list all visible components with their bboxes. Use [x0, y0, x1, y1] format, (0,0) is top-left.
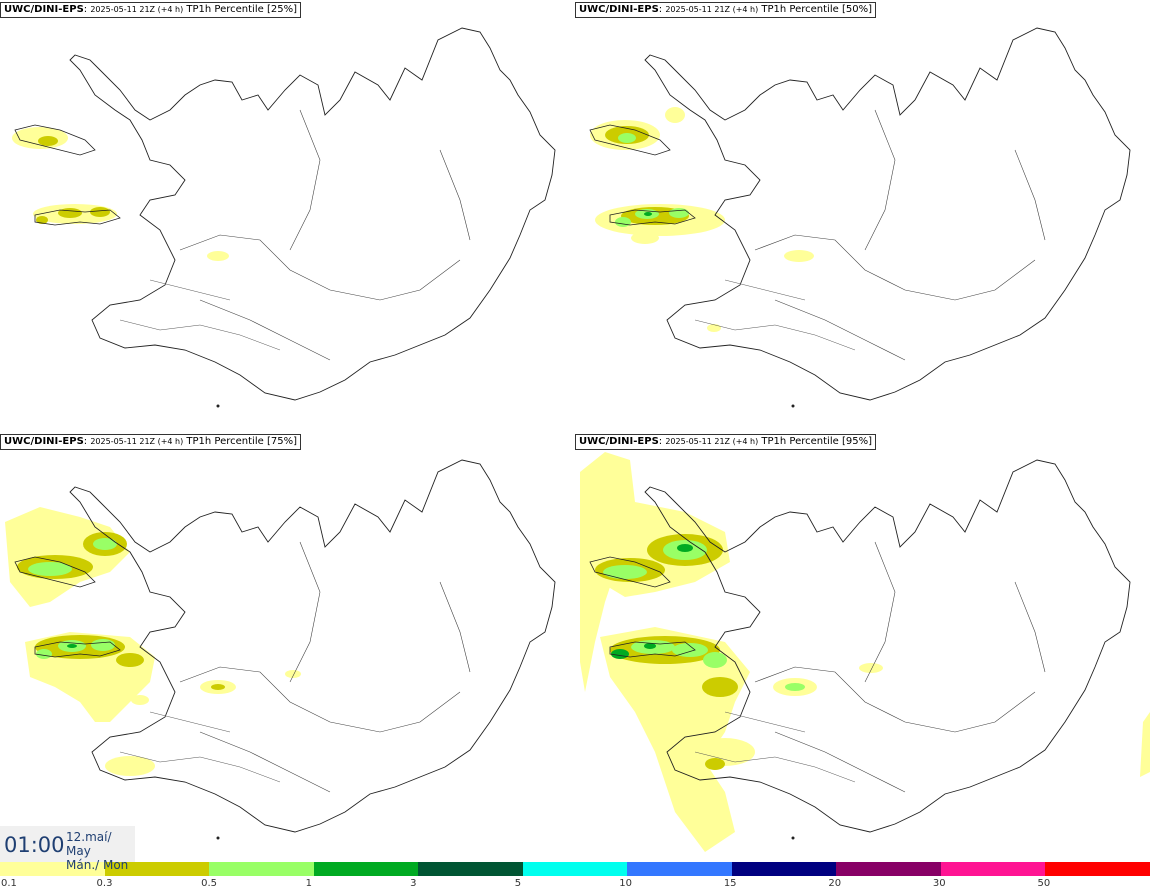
map-panel-p50: UWC/DINI-EPS: 2025-05-11 21Z (+4 h) TP1h… — [575, 0, 1150, 430]
field-name: TP1h Percentile [75%] — [186, 436, 297, 447]
model-source: UWC/DINI-EPS — [4, 4, 84, 15]
map-panel-p25: UWC/DINI-EPS: 2025-05-11 21Z (+4 h) TP1h… — [0, 0, 575, 430]
panel-title: UWC/DINI-EPS: 2025-05-11 21Z (+4 h) TP1h… — [0, 434, 301, 450]
run-time: 2025-05-11 21Z (+4 h) — [90, 437, 184, 446]
legend-swatch — [313, 862, 419, 876]
map-panel-p75: UWC/DINI-EPS: 2025-05-11 21Z (+4 h) TP1h… — [0, 432, 575, 862]
legend-swatch — [0, 862, 105, 876]
model-source: UWC/DINI-EPS — [579, 4, 659, 15]
legend-tick-label: 5 — [514, 878, 522, 889]
legend-swatch — [104, 862, 210, 876]
legend-swatch — [627, 862, 733, 876]
precip-overlay — [5, 507, 301, 776]
legend-tick-label: 30 — [932, 878, 946, 889]
legend-swatch — [522, 862, 628, 876]
field-name: TP1h Percentile [25%] — [186, 4, 297, 15]
valid-date-line: 12.maí/ May — [66, 830, 112, 858]
precip-overlay — [590, 107, 814, 332]
legend-tick-label: 10 — [619, 878, 632, 889]
legend-swatch — [836, 862, 942, 876]
model-source: UWC/DINI-EPS — [4, 436, 84, 447]
color-legend: 0.1 0.3 0.5 1 3 5 10 15 20 30 50 — [0, 862, 1150, 891]
legend-tick-label: 3 — [410, 878, 417, 889]
model-source: UWC/DINI-EPS — [579, 436, 659, 447]
panel-title: UWC/DINI-EPS: 2025-05-11 21Z (+4 h) TP1h… — [575, 2, 876, 18]
run-time: 2025-05-11 21Z (+4 h) — [665, 437, 759, 446]
precip-map — [12, 27, 556, 408]
panel-title: UWC/DINI-EPS: 2025-05-11 21Z (+4 h) TP1h… — [575, 434, 876, 450]
valid-time-box: 01:00 12.maí/ May Mán./ Mon — [0, 826, 135, 872]
field-name: TP1h Percentile [50%] — [761, 4, 872, 15]
panel-title: UWC/DINI-EPS: 2025-05-11 21Z (+4 h) TP1h… — [0, 2, 301, 18]
legend-tick-label: 15 — [723, 878, 737, 889]
legend-tick-label: 0.1 — [1, 878, 17, 889]
legend-tick-label: 1 — [305, 878, 312, 889]
legend-swatch — [731, 862, 837, 876]
legend-tick-label: 0.5 — [201, 878, 217, 889]
legend-swatch — [940, 862, 1046, 876]
precip-overlay — [580, 452, 1150, 852]
valid-day-line: Mán./ Mon — [66, 858, 129, 872]
precip-map — [580, 452, 1150, 852]
valid-time-clock: 01:00 — [4, 833, 65, 857]
precip-map — [5, 459, 556, 840]
precip-map — [589, 27, 1131, 408]
valid-date: 12.maí/ May Mán./ Mon — [66, 830, 135, 872]
field-name: TP1h Percentile [95%] — [761, 436, 872, 447]
legend-swatch — [1045, 862, 1150, 876]
legend-tick-label: 20 — [828, 878, 842, 889]
legend-tick-label: 50 — [1037, 878, 1051, 889]
run-time: 2025-05-11 21Z (+4 h) — [665, 5, 759, 14]
precip-overlay — [12, 127, 229, 261]
legend-tick-label: 0.3 — [96, 878, 113, 889]
legend-swatch — [418, 862, 524, 876]
run-time: 2025-05-11 21Z (+4 h) — [90, 5, 184, 14]
map-panel-p95: UWC/DINI-EPS: 2025-05-11 21Z (+4 h) TP1h… — [575, 432, 1150, 862]
legend-swatch — [209, 862, 315, 876]
